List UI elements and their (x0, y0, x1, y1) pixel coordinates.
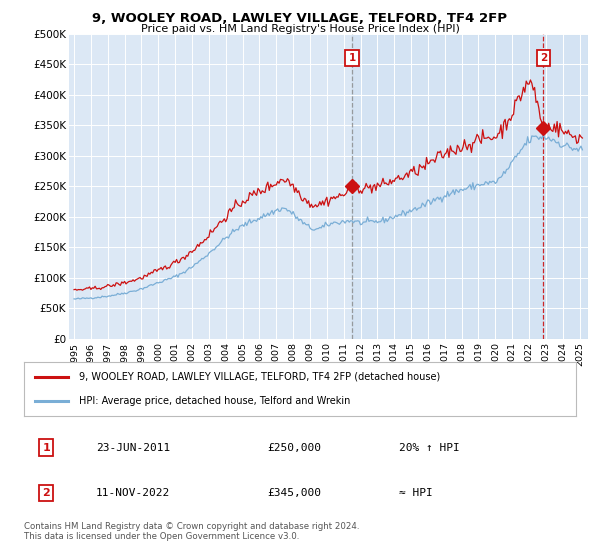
Text: 9, WOOLEY ROAD, LAWLEY VILLAGE, TELFORD, TF4 2FP: 9, WOOLEY ROAD, LAWLEY VILLAGE, TELFORD,… (92, 12, 508, 25)
Text: 2: 2 (42, 488, 50, 498)
Text: 1: 1 (42, 442, 50, 452)
Text: HPI: Average price, detached house, Telford and Wrekin: HPI: Average price, detached house, Telf… (79, 396, 350, 406)
Bar (352, 34, 588, 339)
Text: 2: 2 (540, 53, 547, 63)
Text: £250,000: £250,000 (267, 442, 321, 452)
Text: 1: 1 (349, 53, 356, 63)
Text: Contains HM Land Registry data © Crown copyright and database right 2024.
This d: Contains HM Land Registry data © Crown c… (24, 522, 359, 542)
Text: £345,000: £345,000 (267, 488, 321, 498)
Text: 23-JUN-2011: 23-JUN-2011 (96, 442, 170, 452)
Text: ≈ HPI: ≈ HPI (400, 488, 433, 498)
Text: 11-NOV-2022: 11-NOV-2022 (96, 488, 170, 498)
Text: Price paid vs. HM Land Registry's House Price Index (HPI): Price paid vs. HM Land Registry's House … (140, 24, 460, 34)
Text: 9, WOOLEY ROAD, LAWLEY VILLAGE, TELFORD, TF4 2FP (detached house): 9, WOOLEY ROAD, LAWLEY VILLAGE, TELFORD,… (79, 372, 440, 382)
Text: 20% ↑ HPI: 20% ↑ HPI (400, 442, 460, 452)
